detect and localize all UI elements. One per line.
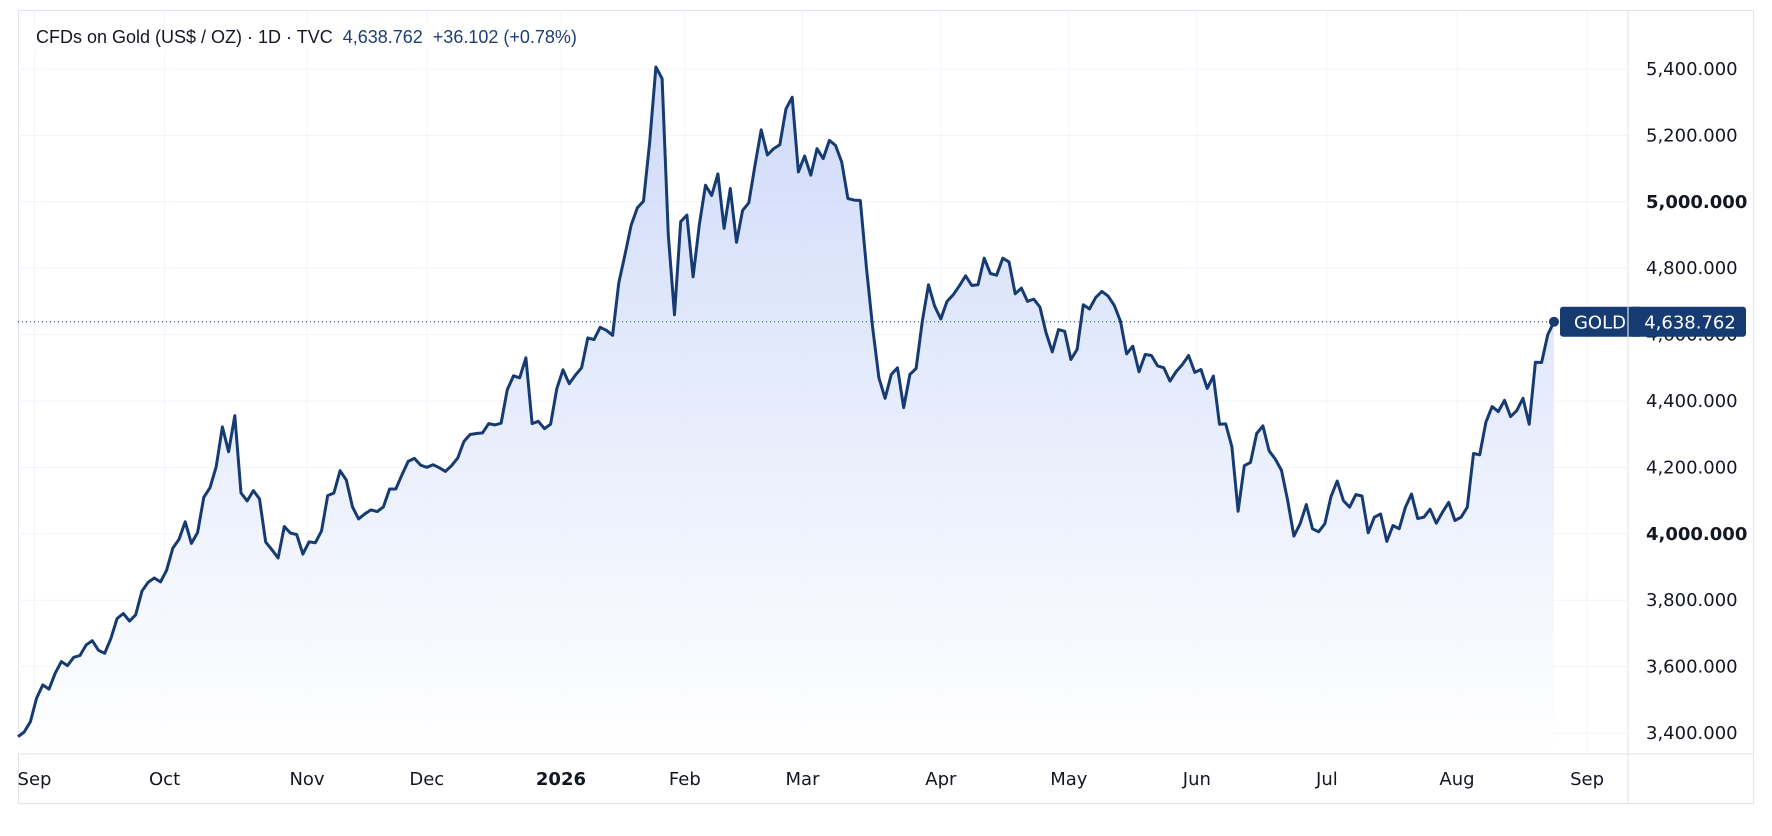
y-tick-label: 4,000.000 [1646, 524, 1747, 545]
x-tick-label: Aug [1439, 769, 1474, 790]
x-tick-label: Apr [925, 769, 957, 790]
x-tick-label: 2026 [536, 769, 586, 790]
x-tick-label: Sep [1570, 769, 1604, 790]
x-tick-label: Sep [18, 769, 52, 790]
x-tick-label: Dec [409, 769, 444, 790]
badge-value-bg [1630, 306, 1746, 337]
x-tick-label: Jun [1182, 769, 1211, 790]
chart-legend: CFDs on Gold (US$ / OZ) · 1D · TVC 4,638… [32, 24, 581, 50]
last-price-dot [1549, 316, 1559, 327]
x-tick-label: Nov [289, 769, 324, 790]
y-tick-label: 3,400.000 [1646, 723, 1738, 744]
y-tick-label: 5,000.000 [1646, 192, 1747, 213]
x-tick-label: Mar [786, 769, 821, 790]
last-price-badge: GOLD 4,638.762 [1560, 306, 1746, 337]
y-tick-label: 4,200.000 [1646, 457, 1738, 478]
y-tick-label: 3,600.000 [1646, 657, 1738, 678]
chart-frame [18, 10, 1754, 804]
badge-value-text: 4,638.762 [1644, 313, 1736, 334]
price-change: +36.102 (+0.78%) [432, 26, 577, 47]
badge-ticker-bg [1560, 306, 1642, 337]
y-tick-label: 5,200.000 [1646, 125, 1738, 146]
price-line [17, 65, 1556, 738]
x-tick-label: Oct [149, 769, 180, 790]
y-tick-label: 4,400.000 [1646, 391, 1738, 412]
symbol-description[interactable]: CFDs on Gold (US$ / OZ) · 1D · TVC [36, 26, 333, 47]
y-tick-label: 3,800.000 [1646, 590, 1738, 611]
x-tick-label: Jul [1315, 769, 1338, 790]
price-area-fill [18, 67, 1554, 754]
y-tick-label: 5,400.000 [1646, 59, 1738, 80]
badge-ticker-text: GOLD [1574, 313, 1626, 334]
y-tick-label: 4,800.000 [1646, 258, 1738, 279]
last-price: 4,638.762 [342, 26, 423, 47]
x-tick-label: May [1050, 769, 1088, 790]
x-tick-label: Feb [669, 769, 701, 790]
